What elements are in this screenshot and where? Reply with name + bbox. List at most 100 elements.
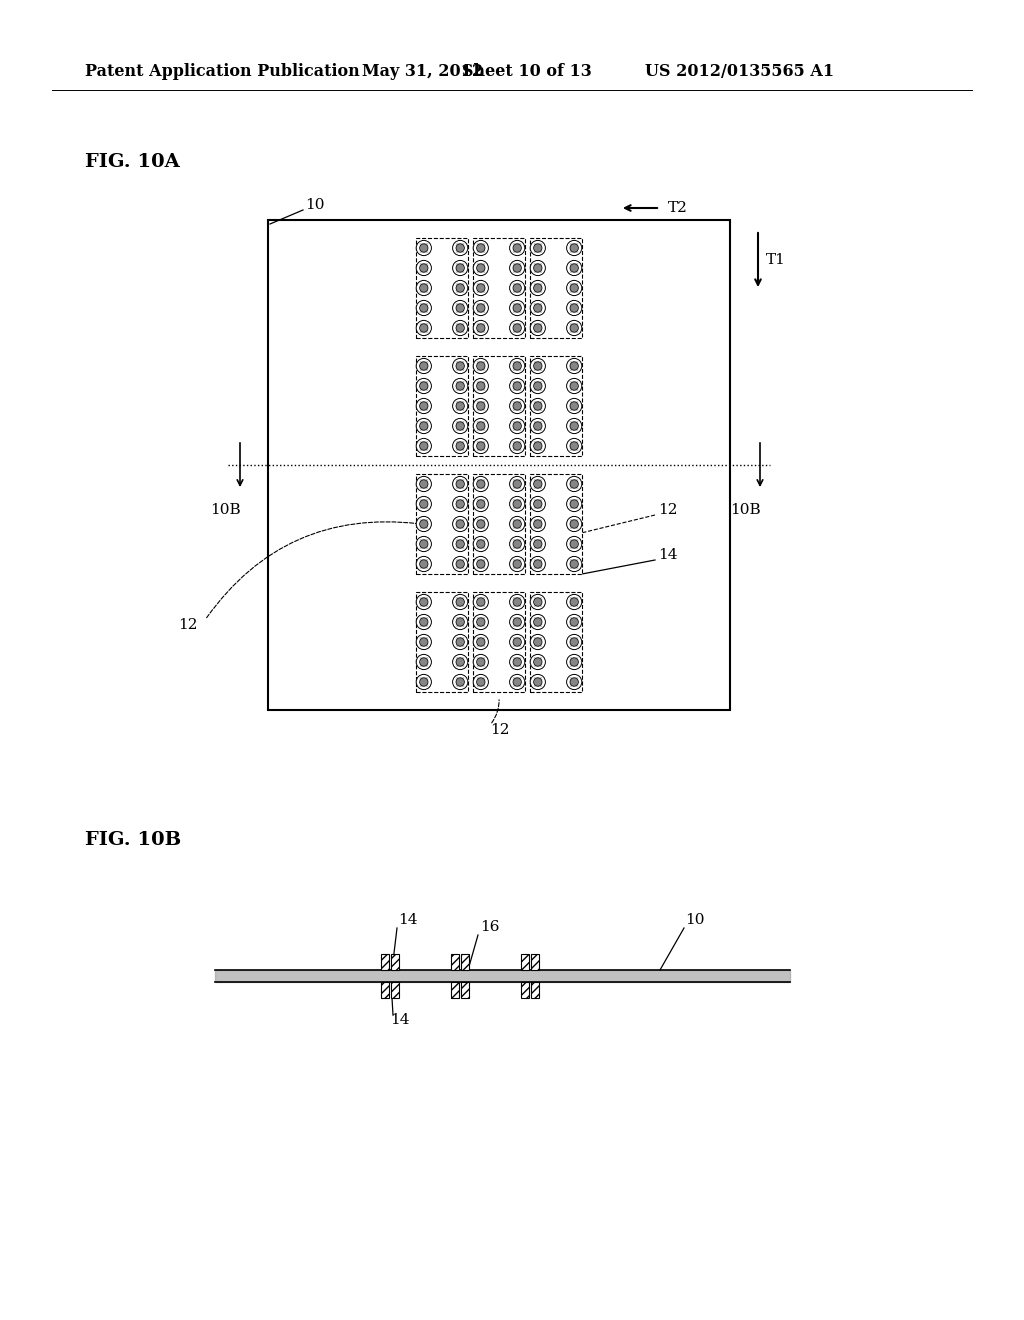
Circle shape [570,362,579,370]
Circle shape [456,442,464,450]
Circle shape [456,540,464,548]
Circle shape [570,401,579,411]
Circle shape [570,520,579,528]
Circle shape [473,301,488,315]
Circle shape [530,536,546,552]
Circle shape [566,655,582,669]
Circle shape [416,240,431,256]
Text: 10: 10 [305,198,325,213]
Text: 16: 16 [480,920,500,935]
Circle shape [476,381,485,391]
Bar [473,238,525,338]
Circle shape [530,557,546,572]
Circle shape [453,614,468,630]
Circle shape [456,284,464,292]
Circle shape [510,359,525,374]
Circle shape [453,379,468,393]
Circle shape [453,418,468,433]
Circle shape [420,560,428,568]
Circle shape [420,657,428,667]
Circle shape [473,675,488,689]
Circle shape [530,321,546,335]
Circle shape [510,418,525,433]
Circle shape [513,540,521,548]
Circle shape [456,244,464,252]
Circle shape [534,598,542,606]
Circle shape [513,264,521,272]
Circle shape [473,614,488,630]
Circle shape [456,381,464,391]
Circle shape [473,321,488,335]
Circle shape [416,516,431,532]
Bar [530,356,582,455]
Circle shape [530,635,546,649]
Circle shape [456,500,464,508]
Circle shape [473,359,488,374]
Circle shape [570,678,579,686]
Circle shape [530,614,546,630]
Text: 10: 10 [685,913,705,927]
Circle shape [566,635,582,649]
Circle shape [513,284,521,292]
Circle shape [420,540,428,548]
Circle shape [534,323,542,333]
Circle shape [456,618,464,626]
Circle shape [566,379,582,393]
Circle shape [473,536,488,552]
Circle shape [453,496,468,512]
Circle shape [570,381,579,391]
Circle shape [473,594,488,610]
Circle shape [530,379,546,393]
Circle shape [566,594,582,610]
Circle shape [473,496,488,512]
Circle shape [534,362,542,370]
Circle shape [476,304,485,312]
Circle shape [510,496,525,512]
Bar [451,954,459,970]
Circle shape [473,260,488,276]
Circle shape [510,240,525,256]
Circle shape [510,321,525,335]
Circle shape [530,418,546,433]
Circle shape [534,381,542,391]
Circle shape [416,594,431,610]
Circle shape [566,359,582,374]
Circle shape [453,260,468,276]
Circle shape [530,655,546,669]
Bar [473,591,525,692]
Circle shape [456,598,464,606]
Circle shape [570,244,579,252]
Circle shape [473,557,488,572]
Circle shape [530,477,546,491]
Circle shape [566,516,582,532]
Text: 12: 12 [490,723,510,737]
Circle shape [456,480,464,488]
Circle shape [510,635,525,649]
Circle shape [570,638,579,647]
Circle shape [566,321,582,335]
Circle shape [476,442,485,450]
Circle shape [530,399,546,413]
Circle shape [456,657,464,667]
Circle shape [476,264,485,272]
Text: 12: 12 [658,503,678,517]
Circle shape [453,438,468,454]
Circle shape [570,618,579,626]
Circle shape [476,323,485,333]
Circle shape [570,442,579,450]
Circle shape [566,301,582,315]
Bar [531,954,539,970]
Circle shape [416,399,431,413]
Circle shape [453,557,468,572]
Circle shape [510,438,525,454]
Circle shape [420,520,428,528]
Circle shape [513,244,521,252]
Circle shape [456,422,464,430]
Circle shape [476,657,485,667]
Circle shape [513,362,521,370]
Circle shape [534,401,542,411]
Text: 14: 14 [658,548,678,562]
Circle shape [534,422,542,430]
Circle shape [473,418,488,433]
Circle shape [416,260,431,276]
